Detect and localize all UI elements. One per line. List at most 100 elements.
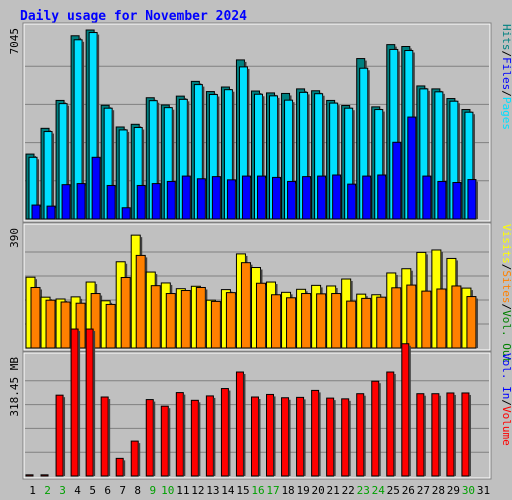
legend-pages: Pages — [500, 97, 512, 130]
bar-shadow — [52, 133, 55, 219]
legend-separator: / — [500, 90, 512, 97]
bar-shadow — [258, 399, 261, 476]
x-tick-label-23: 23 — [357, 484, 370, 497]
bar-shadow — [277, 97, 280, 219]
bar-sites-day-21 — [331, 293, 342, 349]
bar-shadow — [348, 400, 351, 476]
bar-files-day-7 — [118, 129, 128, 220]
bar-shadow — [78, 331, 81, 476]
x-tick-label-4: 4 — [74, 484, 81, 497]
bar-shadow — [442, 93, 445, 219]
bar-shadow — [172, 109, 175, 219]
bar-sites-day-27 — [421, 290, 432, 349]
x-tick-label-27: 27 — [417, 484, 430, 497]
x-tick-label-15: 15 — [236, 484, 249, 497]
bar-sites-day-6 — [105, 303, 116, 349]
bar-pages-day-9 — [151, 183, 161, 220]
bar-pages-day-1 — [31, 204, 41, 220]
bar-shadow — [322, 95, 325, 219]
bar-volume-day-17 — [266, 393, 275, 477]
bar-shadow — [423, 395, 426, 476]
bar-sites-day-10 — [165, 293, 176, 349]
bar-sites-day-22 — [346, 300, 357, 349]
legend-panel1: Hits/Files/Pages — [500, 24, 512, 130]
bar-pages-day-17 — [272, 176, 282, 220]
bar-shadow — [288, 399, 291, 476]
bar-pages-day-15 — [241, 175, 251, 220]
bar-shadow — [63, 397, 66, 476]
bar-shadow — [213, 397, 216, 476]
x-tick-label-10: 10 — [161, 484, 174, 497]
bar-pages-day-11 — [181, 175, 191, 220]
bar-sites-day-9 — [150, 285, 161, 349]
bar-shadow — [112, 110, 115, 219]
bar-sites-day-2 — [45, 299, 56, 349]
x-tick-label-22: 22 — [342, 484, 355, 497]
legend-sites: Sites — [500, 270, 512, 303]
x-tick-label-5: 5 — [89, 484, 96, 497]
bar-shadow — [438, 395, 441, 476]
chart-title: Daily usage for November 2024 — [20, 9, 247, 24]
bar-volume-day-25 — [386, 371, 395, 477]
bar-shadow — [352, 110, 355, 219]
bar-pages-day-4 — [76, 183, 86, 220]
x-tick-label-21: 21 — [327, 484, 340, 497]
bar-pages-day-23 — [362, 175, 372, 220]
bar-shadow — [475, 298, 478, 348]
bar-sites-day-13 — [210, 300, 221, 349]
bar-volume-day-6 — [100, 396, 109, 477]
bar-shadow — [427, 90, 430, 219]
bar-volume-day-27 — [416, 393, 425, 477]
bar-volume-day-15 — [235, 371, 244, 477]
bar-volume-day-18 — [281, 397, 290, 477]
bar-pages-day-16 — [256, 175, 266, 220]
bar-volume-day-21 — [326, 397, 335, 477]
bar-sites-day-8 — [135, 254, 146, 349]
bar-pages-day-18 — [287, 180, 297, 220]
y-max-label: 7045 — [8, 28, 21, 55]
bar-shadow — [127, 131, 130, 219]
legend-volume: Volume — [500, 406, 512, 446]
x-tick-label-18: 18 — [281, 484, 294, 497]
bar-pages-day-22 — [347, 183, 357, 220]
bar-pages-day-27 — [422, 175, 432, 220]
bar-shadow — [202, 86, 205, 219]
bar-volume-day-20 — [311, 389, 320, 477]
bar-sites-day-28 — [436, 288, 447, 349]
bar-shadow — [142, 129, 145, 219]
x-tick-label-2: 2 — [44, 484, 51, 497]
bar-sites-day-18 — [286, 297, 297, 349]
bar-shadow — [243, 374, 246, 476]
bar-shadow — [397, 51, 400, 219]
bar-shadow — [97, 34, 100, 219]
bar-shadow — [37, 159, 39, 219]
x-tick-label-31: 31 — [477, 484, 490, 497]
bar-volume-day-4 — [70, 328, 79, 477]
bar-volume-day-1 — [25, 474, 34, 477]
bar-volume-day-16 — [250, 396, 259, 477]
bar-sites-day-24 — [376, 296, 387, 349]
bar-shadow — [93, 331, 96, 476]
x-tick-label-25: 25 — [387, 484, 400, 497]
bar-shadow — [318, 392, 321, 476]
x-tick-label-28: 28 — [432, 484, 445, 497]
legend-separator: / — [500, 304, 512, 311]
bar-volume-day-5 — [85, 328, 94, 477]
x-tick-label-11: 11 — [176, 484, 189, 497]
bar-pages-day-28 — [437, 180, 447, 220]
bar-volume-day-8 — [130, 440, 139, 477]
bar-shadow — [408, 345, 411, 476]
bar-shadow — [363, 395, 366, 476]
x-tick-label-3: 3 — [59, 484, 66, 497]
bar-sites-day-16 — [255, 282, 266, 349]
legend-separator: / — [500, 51, 512, 58]
bar-shadow — [232, 91, 235, 219]
bar-pages-day-29 — [452, 182, 462, 220]
bar-volume-day-2 — [40, 474, 49, 477]
bar-shadow — [262, 96, 265, 219]
x-tick-label-26: 26 — [402, 484, 415, 497]
bar-shadow — [303, 399, 306, 476]
panel-visits-sites: 390 — [8, 222, 492, 352]
bar-shadow — [457, 103, 460, 219]
bar-pages-day-21 — [332, 174, 342, 220]
